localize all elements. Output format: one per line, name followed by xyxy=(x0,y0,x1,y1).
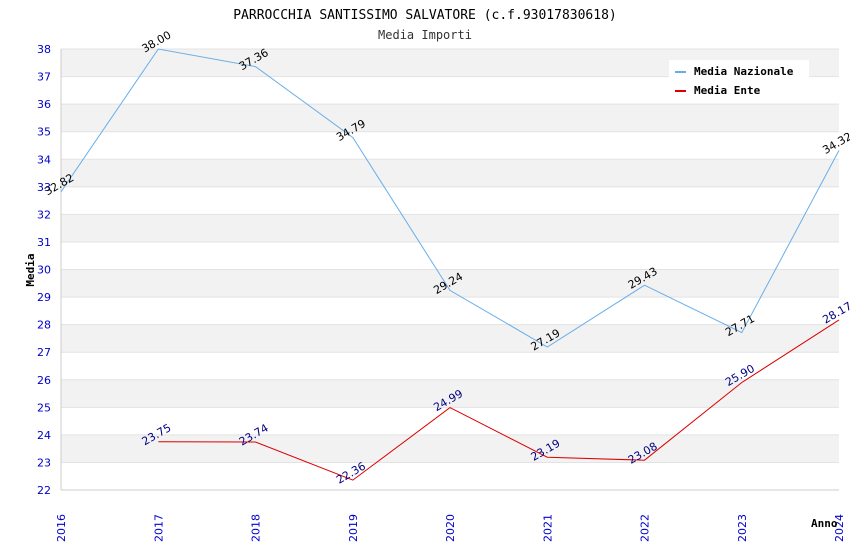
grid-band xyxy=(61,269,839,298)
grid-band xyxy=(61,462,839,490)
y-tick-label: 37 xyxy=(37,71,51,84)
grid-band xyxy=(61,214,839,242)
x-axis-label: Anno xyxy=(811,517,838,530)
y-tick-label: 27 xyxy=(37,346,51,359)
grid-band xyxy=(61,104,839,132)
y-tick-label: 31 xyxy=(37,236,51,249)
y-tick-label: 30 xyxy=(37,264,51,277)
legend-label: Media Nazionale xyxy=(694,65,794,78)
y-tick-label: 35 xyxy=(37,126,51,139)
y-tick-label: 26 xyxy=(37,374,51,387)
grid-band xyxy=(61,297,839,325)
series-line-nazionale xyxy=(60,48,840,348)
grid-band xyxy=(61,352,839,380)
y-tick-label: 28 xyxy=(37,319,51,332)
x-tick-label: 2018 xyxy=(250,514,263,542)
y-axis-ticks: 22 23 24 25 26 27 28 29 30 31 32 33 34 35 36 37 38 xyxy=(37,43,51,497)
y-tick-label: 22 xyxy=(37,484,51,497)
series-line-ente xyxy=(158,319,840,481)
grid-bands xyxy=(60,48,839,491)
x-tick-label: 2021 xyxy=(541,514,554,542)
x-tick-label: 2017 xyxy=(152,514,165,542)
y-tick-label: 36 xyxy=(37,98,51,111)
grid-band xyxy=(61,434,839,463)
grid-band xyxy=(61,131,839,160)
legend-box xyxy=(669,60,809,102)
x-tick-label: 2019 xyxy=(347,514,360,542)
grid-band xyxy=(61,407,839,435)
chart-title: PARROCCHIA SANTISSIMO SALVATORE (c.f.930… xyxy=(233,8,617,23)
x-tick-label: 2022 xyxy=(639,514,652,542)
y-tick-label: 33 xyxy=(37,181,51,194)
y-tick-label: 38 xyxy=(37,43,51,56)
series-lines xyxy=(60,48,840,481)
y-tick-label: 25 xyxy=(37,401,51,414)
y-tick-label: 23 xyxy=(37,456,51,469)
grid-band xyxy=(61,379,839,408)
grid-band xyxy=(61,186,839,215)
x-tick-label: 2024 xyxy=(833,514,846,542)
x-axis-ticks: 2016 2017 2018 2019 2020 2021 2022 2023 2024 xyxy=(55,514,846,542)
y-tick-label: 29 xyxy=(37,291,51,304)
y-tick-label: 34 xyxy=(37,153,51,166)
y-axis-label: Media xyxy=(24,253,37,286)
grid-band xyxy=(61,241,839,270)
y-tick-label: 32 xyxy=(37,208,51,221)
legend: Media Nazionale Media Ente xyxy=(669,60,809,102)
x-tick-label: 2020 xyxy=(444,514,457,542)
legend-label: Media Ente xyxy=(694,84,761,97)
chart-subtitle: Media Importi xyxy=(378,28,472,42)
x-tick-label: 2016 xyxy=(55,514,68,542)
grid-band xyxy=(61,159,839,187)
grid-band xyxy=(61,324,839,353)
x-tick-label: 2023 xyxy=(736,514,749,542)
y-tick-label: 24 xyxy=(37,429,51,442)
